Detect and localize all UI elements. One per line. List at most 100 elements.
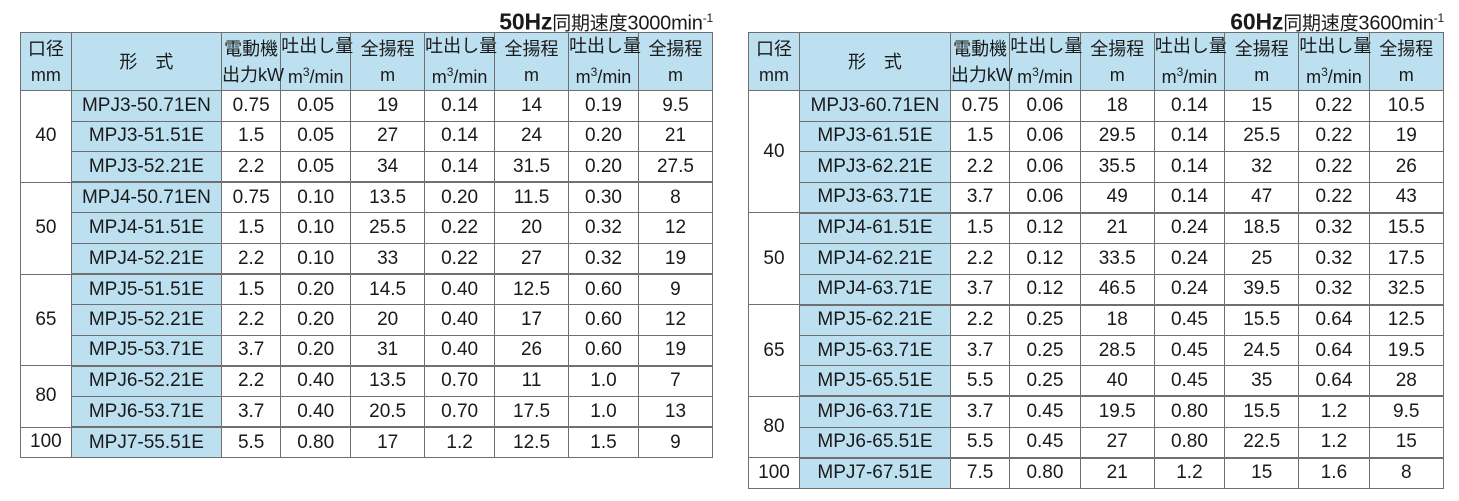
cell-discharge-1: 0.45 — [1009, 426, 1081, 459]
cell-discharge-2: 0.70 — [424, 395, 495, 429]
cell-head-3: 12.5 — [1368, 304, 1445, 336]
cell-head-3: 19 — [637, 242, 714, 276]
cell-bore: 50 — [20, 181, 72, 275]
cell-head-1: 13.5 — [350, 365, 426, 397]
cell-discharge-1: 0.25 — [1009, 334, 1081, 367]
cell-bore: 100 — [748, 457, 800, 489]
spec-panel-60hz: 60Hz同期速度3600min-1 口径 mm 形 式電動機 出力kW 吐出し量 m3/mi… — [748, 0, 1444, 489]
cell-bore: 100 — [20, 426, 72, 459]
cell-discharge-1: 0.12 — [1009, 212, 1081, 244]
header-model-line1: 形 式 — [119, 51, 174, 72]
cell-model: MPJ7-55.51E — [70, 426, 223, 459]
cell-model: MPJ3-62.21E — [799, 151, 951, 183]
cell-head-3: 19 — [637, 334, 714, 367]
table-row: MPJ6-65.51E 5.5 0.45 27 0.80 22.5 1.2 15 — [749, 426, 1445, 459]
header-head-3-text: 全揚程 m — [639, 36, 712, 88]
cell-head-1: 18 — [1079, 90, 1155, 122]
header-discharge-2-text: 吐出し量 m3/min — [425, 33, 498, 90]
cell-head-1: 21 — [1079, 212, 1155, 244]
cell-head-3: 13 — [637, 395, 714, 429]
cell-discharge-2: 0.45 — [1153, 334, 1226, 367]
cell-motor-output: 3.7 — [949, 181, 1011, 214]
cell-head-2: 24.5 — [1224, 334, 1300, 367]
header-model-text: 形 式 — [72, 49, 221, 75]
header-discharge-2-line1: 吐出し量 — [1154, 36, 1227, 56]
cell-head-2: 11.5 — [493, 181, 570, 214]
cell-model: MPJ5-65.51E — [799, 365, 951, 398]
cell-motor-output: 5.5 — [221, 426, 282, 459]
header-discharge-3: 吐出し量 m3/min — [568, 32, 642, 91]
cell-head-3: 21 — [637, 120, 714, 153]
cell-discharge-2: 0.40 — [424, 273, 495, 306]
cell-discharge-3: 0.22 — [1298, 120, 1370, 153]
cell-bore: 65 — [20, 273, 72, 367]
header-head-3-text: 全揚程 m — [1370, 36, 1443, 88]
cell-bore: 65 — [748, 304, 800, 397]
cell-head-1: 46.5 — [1079, 273, 1155, 306]
header-discharge-1: 吐出し量 m3/min — [1009, 32, 1082, 91]
cell-model: MPJ4-52.21E — [70, 242, 223, 276]
cell-discharge-3: 1.2 — [1298, 426, 1370, 459]
cell-model: MPJ5-62.21E — [799, 304, 951, 336]
cell-discharge-1: 0.12 — [1009, 273, 1081, 306]
header-bore-text: 口径 mm — [21, 36, 71, 88]
header-motor-output-line1: 電動機 — [953, 38, 1008, 59]
cell-discharge-3: 0.32 — [1298, 273, 1370, 306]
cell-discharge-1: 0.06 — [1009, 120, 1081, 153]
cell-model: MPJ6-53.71E — [70, 395, 223, 429]
cell-head-2: 14 — [493, 90, 570, 122]
cell-model: MPJ3-50.71EN — [70, 90, 223, 122]
cell-model: MPJ6-52.21E — [70, 365, 223, 397]
cell-discharge-2: 0.22 — [424, 242, 495, 276]
header-head-2-line1: 全揚程 — [504, 38, 559, 59]
cell-discharge-2: 0.24 — [1153, 212, 1226, 244]
cell-motor-output: 0.75 — [949, 90, 1011, 122]
cell-head-3: 19.5 — [1368, 334, 1445, 367]
cell-head-2: 15.5 — [1224, 395, 1300, 428]
cell-discharge-1: 0.06 — [1009, 181, 1081, 214]
table-row: MPJ3-52.21E 2.2 0.05 34 0.14 31.5 0.20 27.5 — [21, 151, 714, 184]
cell-discharge-3: 0.64 — [1298, 365, 1370, 398]
cell-discharge-2: 0.22 — [424, 212, 495, 244]
cell-head-3: 15.5 — [1368, 212, 1445, 244]
header-discharge-3-line1: 吐出し量 — [569, 36, 642, 56]
cell-discharge-3: 0.32 — [568, 242, 639, 276]
table-row: 80 MPJ6-52.21E 2.2 0.40 13.5 0.70 11 1.0 7 — [20, 365, 714, 428]
header-model-line1: 形 式 — [847, 51, 902, 72]
cell-discharge-3: 0.60 — [568, 304, 639, 336]
cell-head-1: 33.5 — [1079, 242, 1155, 275]
header-row: 口径 mm 形 式電動機 出力kW 吐出し量 m3/min 全揚程 m 吐出し量 m3/min 全揚… — [748, 32, 1445, 91]
cell-head-3: 15 — [1368, 426, 1445, 459]
header-bore: 口径 mm — [20, 32, 72, 91]
header-bore-line1: 口径 — [756, 38, 792, 59]
cell-head-3: 26 — [1368, 151, 1445, 183]
cell-bore: 80 — [748, 395, 800, 459]
cell-discharge-1: 0.40 — [280, 395, 352, 429]
cell-discharge-1: 0.25 — [1009, 304, 1081, 336]
header-discharge-2-line2: m3/min — [431, 65, 488, 87]
cell-discharge-1: 0.10 — [280, 242, 352, 276]
header-model-text: 形 式 — [800, 49, 950, 75]
table-row: 50 MPJ4-50.71EN 0.75 0.10 13.5 0.20 11.5 0.30 8 — [20, 181, 714, 275]
cell-discharge-3: 0.30 — [568, 181, 639, 214]
header-motor-output-text: 電動機 出力kW — [951, 36, 1013, 88]
cell-head-3: 12 — [637, 212, 714, 244]
header-discharge-2-line1: 吐出し量 — [425, 36, 498, 56]
cell-model: MPJ3-61.51E — [799, 120, 951, 153]
table-row: MPJ4-62.21E 2.2 0.12 33.5 0.24 25 0.32 17.5 — [749, 242, 1445, 275]
table-row: 40 MPJ3-60.71EN 0.75 0.06 18 0.14 15 0.22 10.5 — [748, 89, 1445, 214]
table-row: 65 MPJ5-62.21E 2.2 0.25 18 0.45 15.5 0.64 12.5 — [748, 304, 1445, 397]
cell-bore: 50 — [748, 212, 800, 306]
header-discharge-2-line2: m3/min — [1161, 65, 1218, 87]
cell-head-2: 22.5 — [1224, 426, 1300, 459]
header-head-3: 全揚程 m — [1368, 32, 1445, 91]
caption-speed-label: 同期速度 — [1283, 13, 1359, 35]
cell-motor-output: 7.5 — [949, 457, 1011, 489]
cell-discharge-1: 0.06 — [1009, 151, 1081, 183]
cell-head-2: 12.5 — [493, 273, 570, 306]
cell-discharge-3: 0.19 — [568, 90, 639, 122]
cell-head-2: 26 — [493, 334, 570, 367]
cell-head-3: 9 — [637, 426, 714, 459]
cell-discharge-3: 1.5 — [568, 426, 639, 459]
header-bore-line1: 口径 — [27, 38, 64, 59]
